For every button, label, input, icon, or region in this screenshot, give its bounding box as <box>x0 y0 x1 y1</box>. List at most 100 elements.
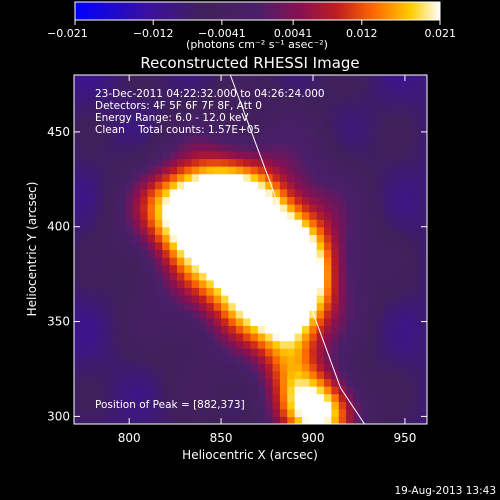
heatmap-cell <box>412 181 421 190</box>
heatmap-cell <box>265 211 274 220</box>
heatmap-cell <box>257 302 266 311</box>
heatmap-cell <box>257 143 266 152</box>
heatmap-cell <box>228 348 237 357</box>
heatmap-cell <box>147 166 156 175</box>
heatmap-cell <box>221 150 230 160</box>
heatmap-cell <box>88 355 97 364</box>
heatmap-cell <box>184 370 193 380</box>
heatmap-cell <box>228 188 237 197</box>
heatmap-cell <box>353 370 362 380</box>
heatmap-cell <box>199 393 207 402</box>
heatmap-cell <box>169 295 178 304</box>
heatmap-cell <box>287 370 296 380</box>
heatmap-cell <box>228 416 237 424</box>
heatmap-cell <box>316 105 325 114</box>
heatmap-cell <box>147 401 156 410</box>
heatmap-cell <box>96 363 105 372</box>
heatmap-cell <box>81 234 90 243</box>
heatmap-cell <box>309 241 318 251</box>
heatmap-cell <box>375 234 384 243</box>
heatmap-cell <box>235 120 244 129</box>
heatmap-cell <box>287 82 296 91</box>
heatmap-cell <box>162 181 171 190</box>
heatmap-cell <box>147 135 156 144</box>
heatmap-cell <box>228 226 237 235</box>
heatmap-cell <box>228 393 237 402</box>
heatmap-cell <box>184 234 193 243</box>
heatmap-cell <box>74 181 82 190</box>
heatmap-cell <box>88 393 97 402</box>
heatmap-cell <box>213 370 222 380</box>
heatmap-cell <box>206 378 215 387</box>
heatmap-cell <box>74 150 82 160</box>
heatmap-cell <box>184 287 193 296</box>
heatmap-cell <box>272 120 281 129</box>
heatmap-cell <box>154 226 163 235</box>
heatmap-cell <box>140 363 149 372</box>
heatmap-cell <box>338 120 347 129</box>
heatmap-cell <box>250 279 259 289</box>
heatmap-cell <box>110 378 119 387</box>
heatmap-cell <box>331 112 340 122</box>
heatmap-cell <box>235 166 244 175</box>
heatmap-cell <box>390 150 399 160</box>
heatmap-cell <box>375 348 384 357</box>
heatmap-cell <box>169 158 178 167</box>
heatmap-cell <box>169 173 178 182</box>
heatmap-cell <box>257 128 266 137</box>
heatmap-cell <box>331 150 340 160</box>
heatmap-cell <box>243 120 252 129</box>
heatmap-cell <box>324 295 332 304</box>
heatmap-cell <box>228 75 237 84</box>
heatmap-cell <box>110 295 119 304</box>
heatmap-cell <box>331 120 340 129</box>
heatmap-cell <box>221 158 230 167</box>
heatmap-cell <box>331 332 340 342</box>
heatmap-cell <box>331 257 340 266</box>
heatmap-cell <box>74 135 82 144</box>
heatmap-cell <box>353 386 362 395</box>
heatmap-cell <box>162 416 171 424</box>
heatmap-cell <box>353 203 362 213</box>
heatmap-cell <box>199 166 207 175</box>
heatmap-cell <box>250 241 259 251</box>
heatmap-cell <box>206 332 215 342</box>
heatmap-cell <box>287 188 296 197</box>
heatmap-cell <box>360 219 369 228</box>
heatmap-cell <box>338 264 347 273</box>
heatmap-cell <box>331 317 340 326</box>
heatmap-cell <box>96 173 105 182</box>
heatmap-cell <box>265 363 274 372</box>
heatmap-cell <box>375 325 384 334</box>
heatmap-cell <box>390 355 399 364</box>
heatmap-cell <box>250 348 259 357</box>
heatmap-cell <box>368 97 377 106</box>
heatmap-cell <box>301 188 310 197</box>
heatmap-cell <box>338 340 347 349</box>
heatmap-cell <box>199 355 207 364</box>
heatmap-cell <box>412 355 421 364</box>
heatmap-cell <box>309 166 318 175</box>
heatmap-cell <box>324 332 332 342</box>
heatmap-cell <box>96 120 105 129</box>
heatmap-cell <box>176 264 185 273</box>
heatmap-cell <box>176 279 185 289</box>
heatmap-cell <box>368 203 377 213</box>
heatmap-cell <box>206 196 215 205</box>
heatmap-cell <box>88 325 97 334</box>
heatmap-cell <box>390 325 399 334</box>
heatmap-cell <box>235 105 244 114</box>
heatmap-cell <box>125 143 134 152</box>
heatmap-cell <box>294 317 303 326</box>
heatmap-cell <box>360 393 369 402</box>
heatmap-cell <box>235 348 244 357</box>
heatmap-cell <box>412 173 421 182</box>
heatmap-cell <box>397 272 406 281</box>
heatmap-cell <box>287 226 296 235</box>
heatmap-cell <box>221 340 230 349</box>
heatmap-cell <box>140 348 149 357</box>
heatmap-cell <box>404 75 413 84</box>
heatmap-cell <box>213 173 222 182</box>
heatmap-cell <box>132 226 141 235</box>
heatmap-cell <box>324 325 332 334</box>
